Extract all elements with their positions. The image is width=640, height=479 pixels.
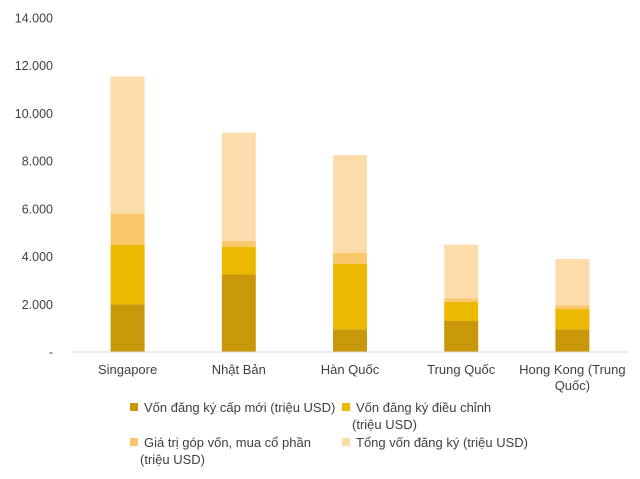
x-tick-label: Hàn Quốc xyxy=(321,362,380,377)
bar-segment xyxy=(221,241,256,248)
y-tick-label: 10.000 xyxy=(15,107,53,121)
legend-label: Vốn đăng ký cấp mới (triệu USD) xyxy=(144,400,335,415)
legend-swatch xyxy=(342,403,350,411)
bar-segment xyxy=(221,132,256,242)
bar-segment xyxy=(333,329,367,352)
y-tick-label: 12.000 xyxy=(15,59,53,73)
x-tick-label: Singapore xyxy=(98,362,157,377)
legend-label: Vốn đăng ký điều chỉnh (triệu USD) xyxy=(352,400,491,432)
bar-segment xyxy=(555,309,590,330)
bar-segment xyxy=(333,252,367,264)
y-tick-label: 14.000 xyxy=(15,12,53,26)
bar-segment xyxy=(221,274,256,352)
y-axis: - 2.000 4.000 6.000 8.000 10.000 12.000 14.000 xyxy=(15,12,53,360)
bar-segment xyxy=(110,213,145,245)
bar-segment xyxy=(221,247,256,275)
bar-segment xyxy=(444,301,479,321)
bar-segment xyxy=(555,258,590,306)
y-tick-label: 2.000 xyxy=(22,298,53,312)
bar-segment xyxy=(444,244,479,299)
bar-segment xyxy=(110,76,145,214)
legend-label: Giá trị góp vốn, mua cổ phần (triệu USD) xyxy=(140,435,311,467)
legend-swatch xyxy=(130,438,138,446)
legend-swatch xyxy=(130,403,138,411)
bar-segment xyxy=(333,155,367,253)
bar-segment xyxy=(555,305,590,310)
bar-segment xyxy=(444,298,479,302)
y-tick-label: 8.000 xyxy=(22,155,53,169)
x-tick-label: Hong Kong (Trung Quốc) xyxy=(519,362,625,393)
bars xyxy=(110,76,590,352)
bar-segment xyxy=(110,244,145,305)
legend-item: Tổng vốn đăng ký (triệu USD) xyxy=(342,435,528,450)
legend-swatch xyxy=(342,438,350,446)
bar-segment xyxy=(444,320,479,352)
bar-segment xyxy=(110,304,145,352)
legend-item: Vốn đăng ký cấp mới (triệu USD) xyxy=(130,400,335,415)
y-tick-label: 4.000 xyxy=(22,250,53,264)
y-tick-label: - xyxy=(49,346,53,360)
legend-item: Giá trị góp vốn, mua cổ phần (triệu USD) xyxy=(130,435,311,467)
legend: Vốn đăng ký cấp mới (triệu USD) Vốn đăng … xyxy=(130,400,528,467)
legend-label: Tổng vốn đăng ký (triệu USD) xyxy=(356,435,528,450)
bar-segment xyxy=(555,329,590,352)
legend-item: Vốn đăng ký điều chỉnh (triệu USD) xyxy=(342,400,491,432)
x-tick-label: Trung Quốc xyxy=(427,362,496,377)
bar-segment xyxy=(333,263,367,330)
x-tick-label: Nhật Bản xyxy=(212,362,266,377)
x-axis: Singapore Nhật Bản Hàn Quốc Trung Quốc Hong … xyxy=(98,362,626,393)
y-tick-label: 6.000 xyxy=(22,202,53,216)
